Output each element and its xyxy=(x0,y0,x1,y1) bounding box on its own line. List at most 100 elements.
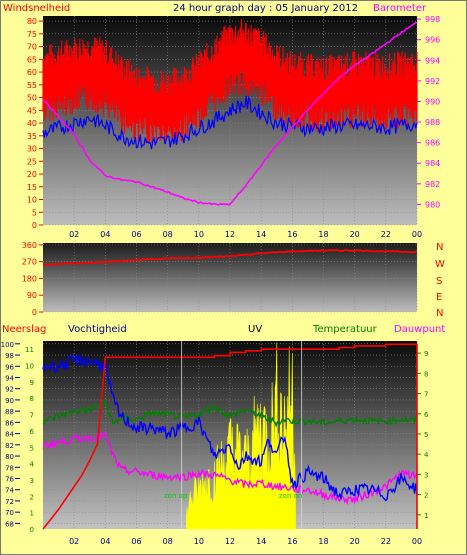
y-tick-label-temperature: 8 xyxy=(30,395,34,403)
y-tick-label-uv: 1 xyxy=(424,512,428,520)
y-tick-label-wind: 45 xyxy=(27,106,37,115)
wind-direction-panel-background xyxy=(43,243,417,312)
wind-direction-series xyxy=(42,248,418,266)
y-tick-label-barometer: 992 xyxy=(425,77,440,86)
y-tick-label-barometer: 982 xyxy=(425,180,440,189)
wind-dir-label-s: S xyxy=(436,276,442,287)
x-tick-label-bottom: 20 xyxy=(350,537,360,546)
x-tick-label-top: 02 xyxy=(69,230,79,239)
y-tick-label-temperature: 3 xyxy=(30,477,34,485)
y-tick-label-uv: 7 xyxy=(424,391,428,399)
y-tick-label-temperature: 5 xyxy=(30,444,34,452)
y-tick-label-humidity: 78 xyxy=(5,464,14,472)
sunset-annotation: zon on xyxy=(279,492,302,500)
y-tick-label-humidity: 76 xyxy=(5,475,14,483)
y-tick-label-uv: 4 xyxy=(424,451,429,459)
x-tick-label-top: 00 xyxy=(412,230,422,239)
y-tick-label-direction: 90 xyxy=(27,291,37,300)
humidity-label: Vochtigheid xyxy=(68,324,127,335)
y-tick-label-wind: 55 xyxy=(27,81,37,90)
y-tick-label-wind: 75 xyxy=(27,30,37,39)
y-tick-label-uv: 6 xyxy=(424,411,429,419)
temperature-series xyxy=(42,398,418,428)
x-tick-label-bottom: 00 xyxy=(412,537,422,546)
dewpoint-label: Dauwpunt xyxy=(394,324,445,335)
x-tick-label-top: 16 xyxy=(287,230,297,239)
x-tick-label-top: 10 xyxy=(194,230,204,239)
y-tick-label-barometer: 988 xyxy=(425,118,440,127)
y-tick-label-wind: 30 xyxy=(27,145,37,154)
y-tick-label-humidity: 82 xyxy=(5,442,14,450)
x-tick-label-bottom: 12 xyxy=(225,537,235,546)
y-tick-label-barometer: 986 xyxy=(425,139,440,148)
x-tick-label-top: 22 xyxy=(381,230,391,239)
x-tick-label-top: 08 xyxy=(163,230,173,239)
y-tick-label-uv: 5 xyxy=(424,431,428,439)
y-tick-label-direction: 360 xyxy=(22,241,37,250)
y-tick-label-temperature: 9 xyxy=(30,379,34,387)
y-tick-label-wind: 40 xyxy=(27,119,37,128)
y-tick-label-direction: 0 xyxy=(32,308,37,317)
wind-speed-series xyxy=(42,46,418,120)
x-tick-label-top: 04 xyxy=(100,230,110,239)
y-tick-label-humidity: 92 xyxy=(5,386,14,394)
y-tick-label-humidity: 88 xyxy=(5,408,14,416)
y-tick-label-barometer: 994 xyxy=(425,56,440,65)
x-tick-label-top: 12 xyxy=(225,230,235,239)
y-tick-label-temperature: 7 xyxy=(30,412,34,420)
rain-label: Neerslag xyxy=(2,324,46,335)
y-tick-label-barometer: 980 xyxy=(425,200,440,209)
y-tick-label-humidity: 90 xyxy=(5,397,14,405)
y-tick-label-temperature: 2 xyxy=(30,493,34,501)
x-tick-label-bottom: 10 xyxy=(194,537,204,546)
y-tick-label-barometer: 998 xyxy=(425,15,440,24)
y-tick-label-wind: 0 xyxy=(32,221,37,230)
y-tick-label-wind: 15 xyxy=(27,183,37,192)
y-tick-label-wind: 65 xyxy=(27,55,37,64)
wind-speed-label: Windsnelheid xyxy=(3,3,70,14)
y-tick-label-humidity: 86 xyxy=(5,419,14,427)
y-tick-label-barometer: 984 xyxy=(425,159,440,168)
y-tick-label-wind: 25 xyxy=(27,157,37,166)
y-tick-label-temperature: 1 xyxy=(30,510,34,518)
y-tick-label-humidity: 94 xyxy=(5,374,14,382)
y-tick-label-temperature: 11 xyxy=(25,346,34,354)
y-tick-label-direction: 180 xyxy=(22,274,37,283)
y-tick-label-temperature: 10 xyxy=(25,363,34,371)
wind-dir-label-w: W xyxy=(435,259,445,270)
x-tick-label-bottom: 18 xyxy=(318,537,328,546)
y-tick-label-barometer: 996 xyxy=(425,36,440,45)
dewpoint-series xyxy=(42,430,418,506)
y-tick-label-temperature: 4 xyxy=(30,461,35,469)
y-tick-label-wind: 80 xyxy=(27,17,37,26)
x-tick-label-bottom: 16 xyxy=(287,537,297,546)
wind-dir-label-n1: N xyxy=(436,242,443,253)
y-tick-label-humidity: 72 xyxy=(5,498,14,506)
y-tick-label-uv: 8 xyxy=(424,370,428,378)
x-tick-label-top: 06 xyxy=(131,230,141,239)
y-tick-label-humidity: 80 xyxy=(5,453,14,461)
data-series xyxy=(42,19,418,530)
y-tick-label-humidity: 70 xyxy=(5,509,14,517)
y-tick-label-humidity: 74 xyxy=(5,487,14,495)
sunrise-annotation: zon op xyxy=(164,492,188,500)
y-tick-label-humidity: 100 xyxy=(1,341,14,349)
x-tick-label-bottom: 02 xyxy=(69,537,79,546)
y-tick-label-humidity: 68 xyxy=(5,520,14,528)
axis-labels: 0202040406060808101012121414161618182020… xyxy=(1,15,440,546)
y-tick-label-wind: 35 xyxy=(27,132,37,141)
y-tick-label-wind: 20 xyxy=(27,170,37,179)
y-tick-label-wind: 60 xyxy=(27,68,37,77)
y-tick-label-temperature: 0 xyxy=(30,526,34,534)
y-tick-label-humidity: 96 xyxy=(5,363,14,371)
y-tick-label-uv: 3 xyxy=(424,471,428,479)
y-tick-label-wind: 5 xyxy=(32,208,37,217)
y-tick-label-wind: 10 xyxy=(27,196,37,205)
chart-title: 24 hour graph day : 05 January 2012 xyxy=(173,3,358,14)
wind-dir-label-n2: N xyxy=(436,308,443,319)
y-tick-label-wind: 70 xyxy=(27,43,37,52)
x-tick-label-bottom: 04 xyxy=(100,537,110,546)
x-tick-label-bottom: 22 xyxy=(381,537,391,546)
